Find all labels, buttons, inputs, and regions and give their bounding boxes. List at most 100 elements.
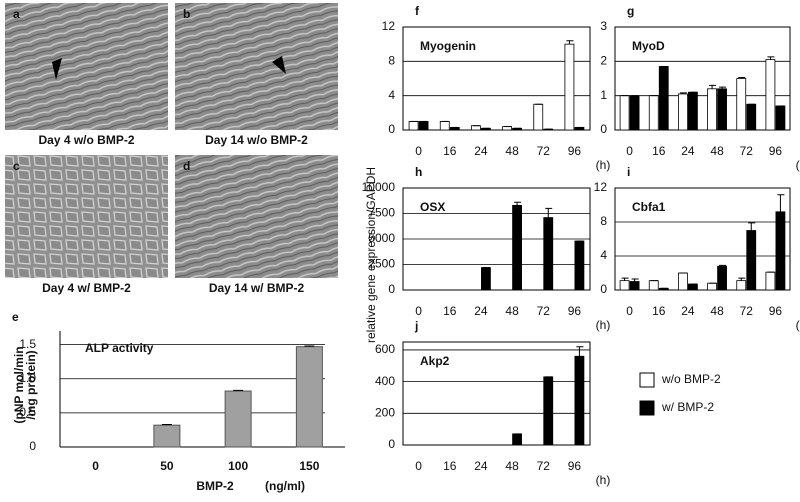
y-tick-label: 12 [594,180,608,194]
bar [481,267,491,291]
bar [619,95,630,131]
chart-title: MyoD [632,39,665,53]
panel-letter: i [627,165,630,179]
bar [765,271,776,291]
bar [746,103,757,131]
plot-frame [402,341,591,446]
error-bar [767,56,775,60]
x-tick-label: 24 [474,304,488,318]
error-bar [631,278,639,282]
bar [408,121,419,131]
y-tick-label: 0 [600,122,607,136]
x-tick-label: 96 [568,459,582,473]
x-axis-label: (h) [596,158,611,172]
bar [543,376,554,446]
error-bar [545,207,553,218]
error-bar [719,264,727,267]
error-bar [777,194,785,212]
x-tick-label: 48 [710,144,724,158]
error-bar [709,84,717,89]
chart-title: Myogenin [420,39,476,53]
y-tick-label: 7500 [368,206,395,220]
y-tick-label: 12 [382,19,396,33]
legend-swatch [639,400,655,416]
x-tick-label: 24 [474,144,488,158]
panel-letter: f [415,4,420,18]
error-bar [233,389,244,392]
y-tick-label: 0 [388,122,395,136]
x-tick-label: 48 [505,144,519,158]
y-tick-label: 600 [375,342,395,356]
y-axis-label: /mg protein) [24,350,38,419]
x-axis-label: (h) [796,158,800,172]
error-bar [679,92,687,94]
y-axis-label: (pNP mol/min [12,346,26,423]
x-tick-label: 0 [626,304,633,318]
bar [619,280,630,291]
bar [418,121,429,131]
x-axis-label: (ng/ml) [265,479,305,493]
chart-title: ALP activity [85,341,154,355]
x-tick-label: 16 [443,304,457,318]
error-bar [738,76,746,79]
panel-letter: d [183,159,190,173]
x-tick-label: 48 [710,304,724,318]
bar [648,95,659,131]
y-tick-label: 2500 [368,257,395,271]
micrograph [175,3,338,130]
chart-title: Akp2 [420,354,450,368]
x-tick-label: 96 [568,304,582,318]
x-tick-label: 96 [568,144,582,158]
arrowhead [272,56,286,74]
y-tick-label: 0.5 [19,405,36,419]
panel-caption: Day 4 w/o BMP-2 [38,133,134,147]
x-tick-label: 16 [443,144,457,158]
bar [736,280,747,291]
x-tick-label: 72 [740,304,754,318]
plot-frame [402,26,591,131]
bar [736,78,747,131]
y-tick-label: 0 [388,282,395,296]
x-tick-label: 150 [299,459,319,473]
bar [717,88,727,131]
panel-caption: Day 14 w/o BMP-2 [205,133,308,147]
bar [512,433,522,446]
panel-letter: a [13,7,20,21]
y-tick-label: 0 [600,282,607,296]
y-tick-label: 1.5 [19,337,36,351]
chart-title: OSX [420,200,445,214]
bar [658,66,669,131]
x-axis-label: BMP-2 [196,479,234,493]
y-tick-label: 1 [600,88,607,102]
x-tick-label: 0 [415,304,422,318]
panel-letter: h [415,165,422,179]
legend-label: w/o BMP-2 [661,372,721,386]
x-tick-label: 24 [681,144,695,158]
panel-caption: Day 14 w/ BMP-2 [209,281,305,295]
chart-title: Cbfa1 [632,200,666,214]
panel-letter: e [12,310,19,324]
bar [688,91,698,131]
x-tick-label: 72 [537,144,551,158]
y-tick-label: 2 [600,54,607,68]
panel-letter: j [414,319,418,333]
x-tick-label: 16 [652,304,666,318]
legend-swatch [639,372,655,388]
x-tick-label: 0 [415,459,422,473]
bar [533,103,544,131]
legend-label: w/ BMP-2 [661,400,714,414]
x-tick-label: 72 [537,459,551,473]
error-bar [738,277,746,281]
bar [765,59,776,131]
y-tick-label: 8 [388,54,395,68]
x-tick-label: 16 [652,144,666,158]
plot-frame [402,187,591,291]
x-tick-label: 0 [415,144,422,158]
x-axis-label: (h) [596,318,611,332]
bar [707,88,717,131]
bar [648,280,659,291]
error-bar [621,277,629,281]
plot-frame [614,26,791,131]
x-tick-label: 72 [740,144,754,158]
